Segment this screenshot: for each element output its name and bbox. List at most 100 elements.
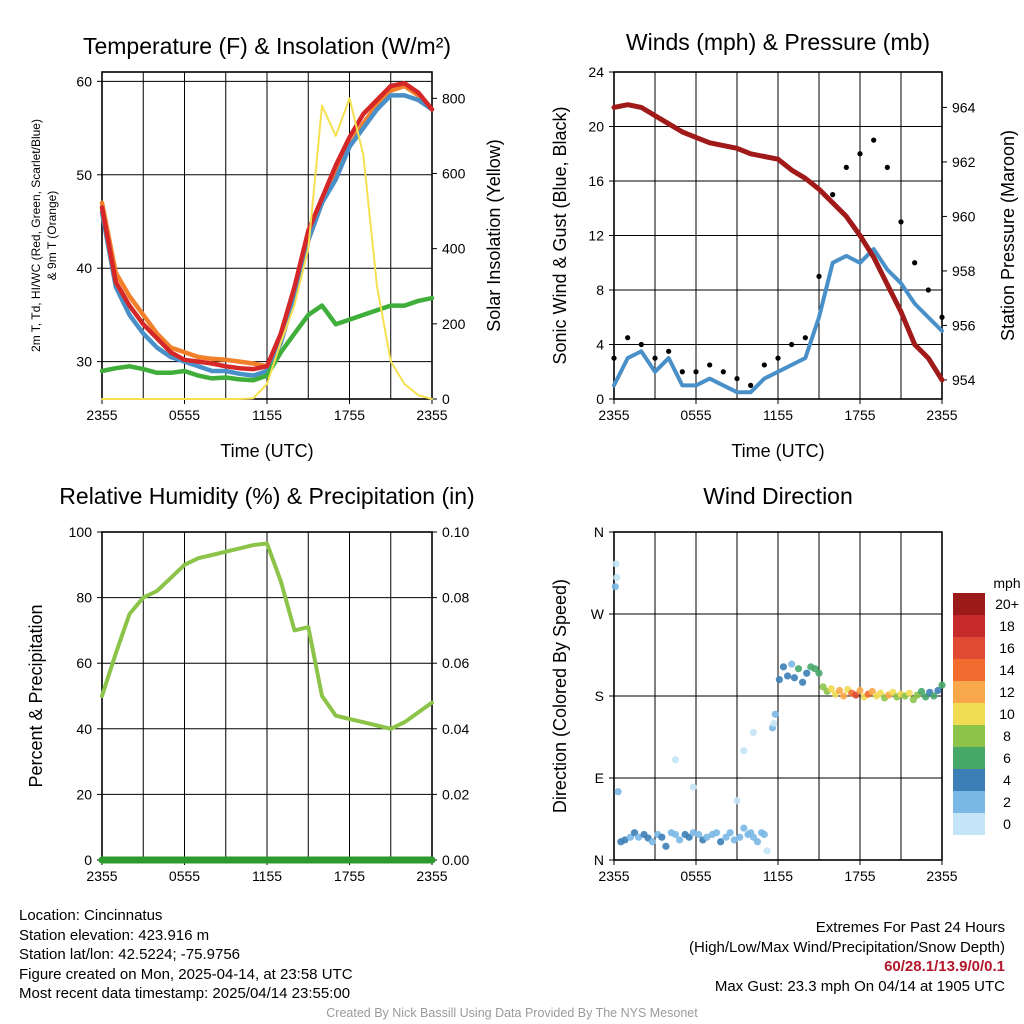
legend-label: 2 <box>1003 794 1011 810</box>
legend-label: 8 <box>1003 728 1011 744</box>
panel-3: 2355 0555 1155 1755 23550204060801000.000.02… <box>26 483 475 884</box>
y2-tick-label: 800 <box>442 90 466 106</box>
legend-label: 10 <box>999 706 1015 722</box>
latlon-text: Station lat/lon: 42.5224; -75.9756 <box>19 946 241 963</box>
y-tick-label: N <box>594 524 604 540</box>
direction-point <box>662 842 670 850</box>
direction-point <box>783 672 792 680</box>
gust-point <box>775 355 781 361</box>
created-text: Figure created on Mon, 2025-04-14, at 23… <box>19 965 353 983</box>
direction-point <box>827 685 835 693</box>
wind-series-line-0 <box>612 247 944 395</box>
legend-label: 4 <box>1003 772 1011 788</box>
direction-point <box>905 689 913 697</box>
x-tick-label: 1755 <box>844 407 875 423</box>
gust-point <box>748 382 754 388</box>
direction-point <box>835 686 844 695</box>
y2-tick-label: 0.10 <box>442 524 469 540</box>
y2-tick-label: 0 <box>442 391 450 407</box>
gust-point <box>734 375 740 382</box>
chart-title: Relative Humidity (%) & Precipitation (i… <box>59 483 474 509</box>
y-tick-label: 4 <box>596 337 604 353</box>
panel-1: 2355 0555 1155 1755 235530405060020040060080… <box>29 33 504 461</box>
elevation-text: Station elevation: 423.916 m <box>19 926 210 944</box>
legend-swatch <box>953 615 985 637</box>
legend-swatch <box>953 681 985 703</box>
x-tick-label: 1755 <box>844 868 875 884</box>
direction-point <box>771 710 779 718</box>
y-tick-label: 20 <box>588 119 604 135</box>
direction-point <box>799 678 807 686</box>
temp-series-line-4 <box>101 97 433 400</box>
recent-data-text: Most recent data timestamp: 2025/04/14 2… <box>19 985 351 1002</box>
y-axis-label-line1: 2m T, Td, HI/WC (Red, Green, Scarlet/Blu… <box>29 119 43 352</box>
legend-swatch <box>953 703 985 725</box>
direction-point <box>740 824 748 832</box>
y-tick-label: 50 <box>76 167 92 183</box>
wind-series-line-1 <box>611 102 945 383</box>
y-tick-label: E <box>595 770 604 786</box>
legend-label: 16 <box>999 640 1015 656</box>
legend-swatch <box>953 791 985 813</box>
y-tick-label: 60 <box>76 655 92 671</box>
legend-label: 14 <box>999 662 1015 678</box>
direction-point <box>740 747 748 755</box>
legend-label: 20+ <box>995 596 1019 612</box>
direction-point <box>676 836 684 844</box>
direction-point <box>689 829 697 837</box>
extremes-values: 60/28.1/13.9/0/0.1 <box>884 958 1005 975</box>
x-tick-label: 0555 <box>169 407 200 423</box>
direction-point <box>726 829 734 837</box>
direction-point <box>763 847 771 855</box>
legend-label: 18 <box>999 618 1015 634</box>
x-tick-label: 0555 <box>680 868 711 884</box>
y-tick-label: 24 <box>588 64 604 80</box>
y-tick-label: 0 <box>84 852 92 868</box>
direction-point <box>658 833 666 841</box>
direction-point <box>917 687 926 696</box>
gust-point <box>898 219 904 225</box>
direction-point <box>635 833 643 841</box>
y2-tick-label: 0.04 <box>442 721 469 737</box>
x-tick-label: 0555 <box>680 407 711 423</box>
legend-swatch <box>953 593 985 615</box>
direction-point <box>612 560 620 568</box>
x-tick-label: 2355 <box>598 407 629 423</box>
rh-series-line-0 <box>100 541 434 731</box>
y-tick-label: N <box>594 852 604 868</box>
direction-point <box>803 669 811 677</box>
direction-point <box>930 692 938 700</box>
y2-axis-label: Station Pressure (Maroon) <box>998 130 1018 341</box>
direction-point <box>775 676 783 684</box>
panel-2: 2355 0555 1155 1755 235504812162024954956958… <box>550 29 1018 461</box>
y2-tick-label: 964 <box>952 99 976 115</box>
gust-point <box>611 355 617 361</box>
y-axis-label: Direction (Colored By Speed) <box>550 579 570 813</box>
direction-point <box>614 788 622 796</box>
y2-tick-label: 0.08 <box>442 590 469 606</box>
x-tick-label: 1755 <box>334 407 365 423</box>
direction-point <box>815 669 823 677</box>
legend-swatch <box>953 659 985 681</box>
y-tick-label: 8 <box>596 282 604 298</box>
direction-point <box>788 660 796 668</box>
y-tick-label: 16 <box>588 173 604 189</box>
gust-point <box>638 341 644 348</box>
direction-point <box>671 756 680 764</box>
gust-point <box>939 314 945 320</box>
y-tick-label: S <box>595 688 604 704</box>
gust-point <box>884 164 890 170</box>
y-tick-label: 0 <box>596 391 604 407</box>
x-tick-label: 1155 <box>252 868 282 884</box>
y2-tick-label: 0.02 <box>442 786 469 802</box>
y2-tick-label: 0.06 <box>442 655 469 671</box>
direction-point <box>760 830 768 839</box>
direction-point <box>938 681 946 689</box>
direction-point <box>689 783 697 791</box>
legend-title: mph <box>993 575 1020 591</box>
x-tick-label: 1755 <box>334 868 365 884</box>
x-tick-label: 2355 <box>416 868 447 884</box>
y-axis-label: Sonic Wind & Gust (Blue, Black) <box>550 106 570 364</box>
